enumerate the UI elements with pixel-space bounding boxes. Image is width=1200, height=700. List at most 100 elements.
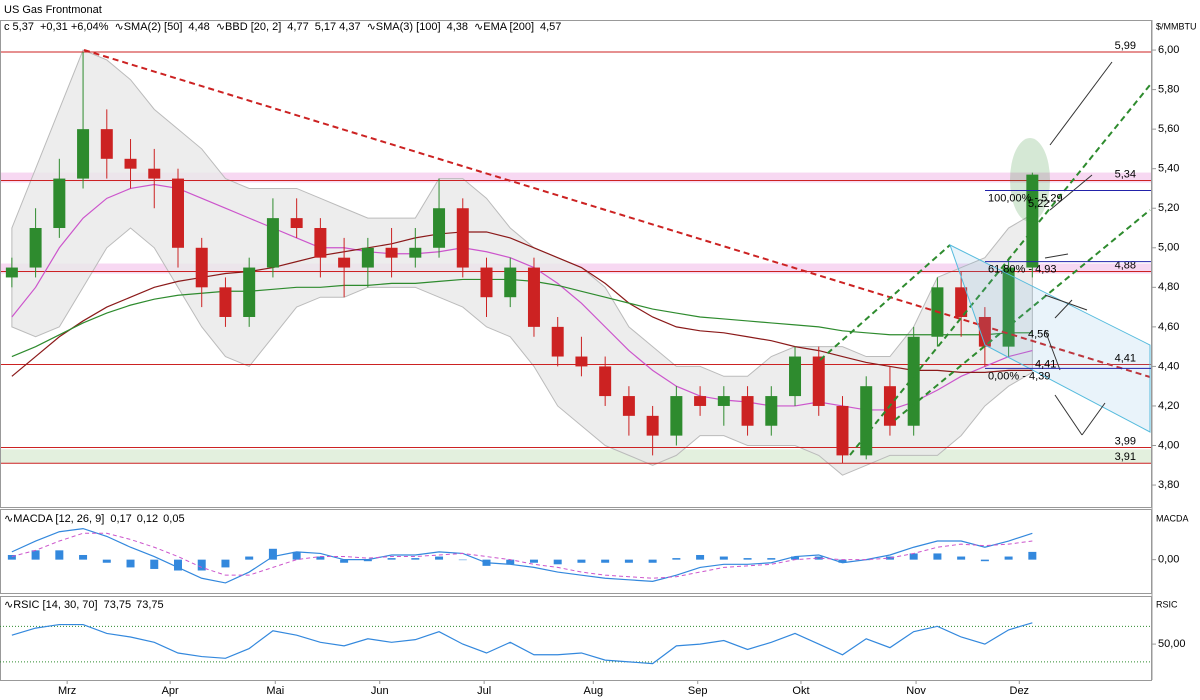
legend-entry: ∿SMA(2) [50] (114, 21, 182, 33)
candle-body (266, 218, 279, 268)
macd-bar (601, 559, 610, 563)
candle-body (243, 267, 256, 317)
macd-bar (624, 559, 633, 563)
marks-layer (5, 52, 1039, 464)
channel-line (894, 209, 1151, 421)
macd-bar (411, 558, 420, 560)
y-tick-label: 5,20 (1158, 202, 1179, 214)
candle-body (385, 247, 398, 258)
macd-bar (957, 556, 966, 560)
candle-body (551, 326, 564, 357)
indicator-line (11, 278, 1033, 358)
candle-body (907, 336, 920, 426)
y-tick-label: 4,20 (1158, 400, 1179, 412)
macd-bar (150, 559, 159, 569)
macd-bar (719, 556, 728, 560)
candle-body (148, 168, 161, 179)
legend-entry: 4,48 (188, 21, 209, 33)
fib-label: 100,00% - 5,29 (988, 192, 1063, 204)
x-tick-label: Nov (906, 685, 926, 697)
rsi-line (11, 622, 1033, 665)
candle-body (409, 247, 422, 258)
arrows (1044, 61, 1113, 436)
macd-bar (221, 559, 230, 568)
candle-body (314, 228, 327, 258)
panel-legend-value: 0,12 (137, 513, 158, 525)
macd-bar (363, 559, 372, 562)
macd-bar (814, 556, 823, 560)
trend-lines (83, 49, 1151, 456)
macd-bar (268, 548, 277, 560)
candle-body (789, 356, 802, 397)
y-tick-label: 3,80 (1158, 479, 1179, 491)
y-tick-label: 4,60 (1158, 321, 1179, 333)
unit-label: $/MMBTU (1156, 21, 1197, 31)
y-tick-label: 0,00 (1158, 554, 1179, 566)
macd-bar (387, 558, 396, 560)
legend-entry: +0,31 +6,04% (40, 21, 109, 33)
candle-body (53, 178, 66, 229)
macd-bar (933, 553, 942, 560)
candle-body (100, 129, 113, 159)
macd-bar (577, 559, 586, 563)
x-tick-label: Mrz (58, 685, 76, 697)
y-tick-label: 4,00 (1158, 439, 1179, 451)
candle-body (670, 396, 683, 436)
level-label: 3,91 (1115, 451, 1136, 463)
annotation: 4,41 (1035, 358, 1056, 370)
macd-bar (885, 556, 894, 560)
x-tick-label: Okt (792, 685, 809, 697)
candle-body (480, 267, 493, 298)
y-tick-label: 5,00 (1158, 242, 1179, 254)
macd-bar (7, 554, 16, 560)
macd-side-label: MACDA (1156, 513, 1189, 523)
annotation: 4,56 (1028, 329, 1049, 341)
macd-bar (126, 559, 135, 568)
macd-bar (838, 559, 847, 563)
macd-bar (102, 559, 111, 563)
panel-title: ∿RSIC [14, 30, 70] (4, 599, 98, 611)
legend-entry: c 5,37 (4, 21, 34, 33)
legend-entry: 4,38 (447, 21, 468, 33)
x-tick-label: Sep (688, 685, 708, 697)
fib-label: 0,00% - 4,39 (988, 370, 1050, 382)
rsi-side-label: RSIC (1156, 599, 1178, 609)
level-label: 4,88 (1115, 259, 1136, 271)
macd-bar (767, 558, 776, 560)
legend-entry: ∿BBD [20, 2] (216, 21, 281, 33)
channel-line (819, 244, 951, 361)
downtrend-line (83, 49, 1151, 378)
candle-body (433, 208, 446, 248)
candle-body (5, 267, 18, 278)
macd-bar (743, 558, 752, 560)
macd-bar (197, 559, 206, 571)
y-tick-label: 4,40 (1158, 360, 1179, 372)
candle-body (171, 178, 184, 248)
macd-bar (980, 559, 989, 562)
level-label: 3,99 (1115, 435, 1136, 447)
macd-bar (316, 556, 325, 560)
candle-body (195, 247, 208, 288)
macd-bar (506, 559, 515, 565)
candle-body (599, 366, 612, 397)
panel-legend-value: 73,75 (136, 599, 164, 611)
level-label: 5,34 (1115, 168, 1136, 180)
candle-body (527, 267, 540, 327)
macd-bar (79, 554, 88, 560)
y-tick-label: 50,00 (1158, 638, 1186, 650)
candle-body (836, 405, 849, 456)
highlight (1010, 138, 1050, 222)
panel-legend-value: 0,17 (110, 513, 131, 525)
y-tick-label: 4,80 (1158, 281, 1179, 293)
macd-bar (696, 554, 705, 560)
x-tick-label: Dez (1010, 685, 1030, 697)
macd-bar (1004, 556, 1013, 560)
panel-title: ∿MACDA [12, 26, 9] (4, 513, 104, 525)
candle-body (694, 396, 707, 406)
zone (0, 172, 1151, 183)
chart-title: US Gas Frontmonat (4, 4, 102, 16)
down-channel (949, 244, 1151, 433)
macd-line (11, 528, 1033, 584)
candle-body (717, 396, 730, 406)
